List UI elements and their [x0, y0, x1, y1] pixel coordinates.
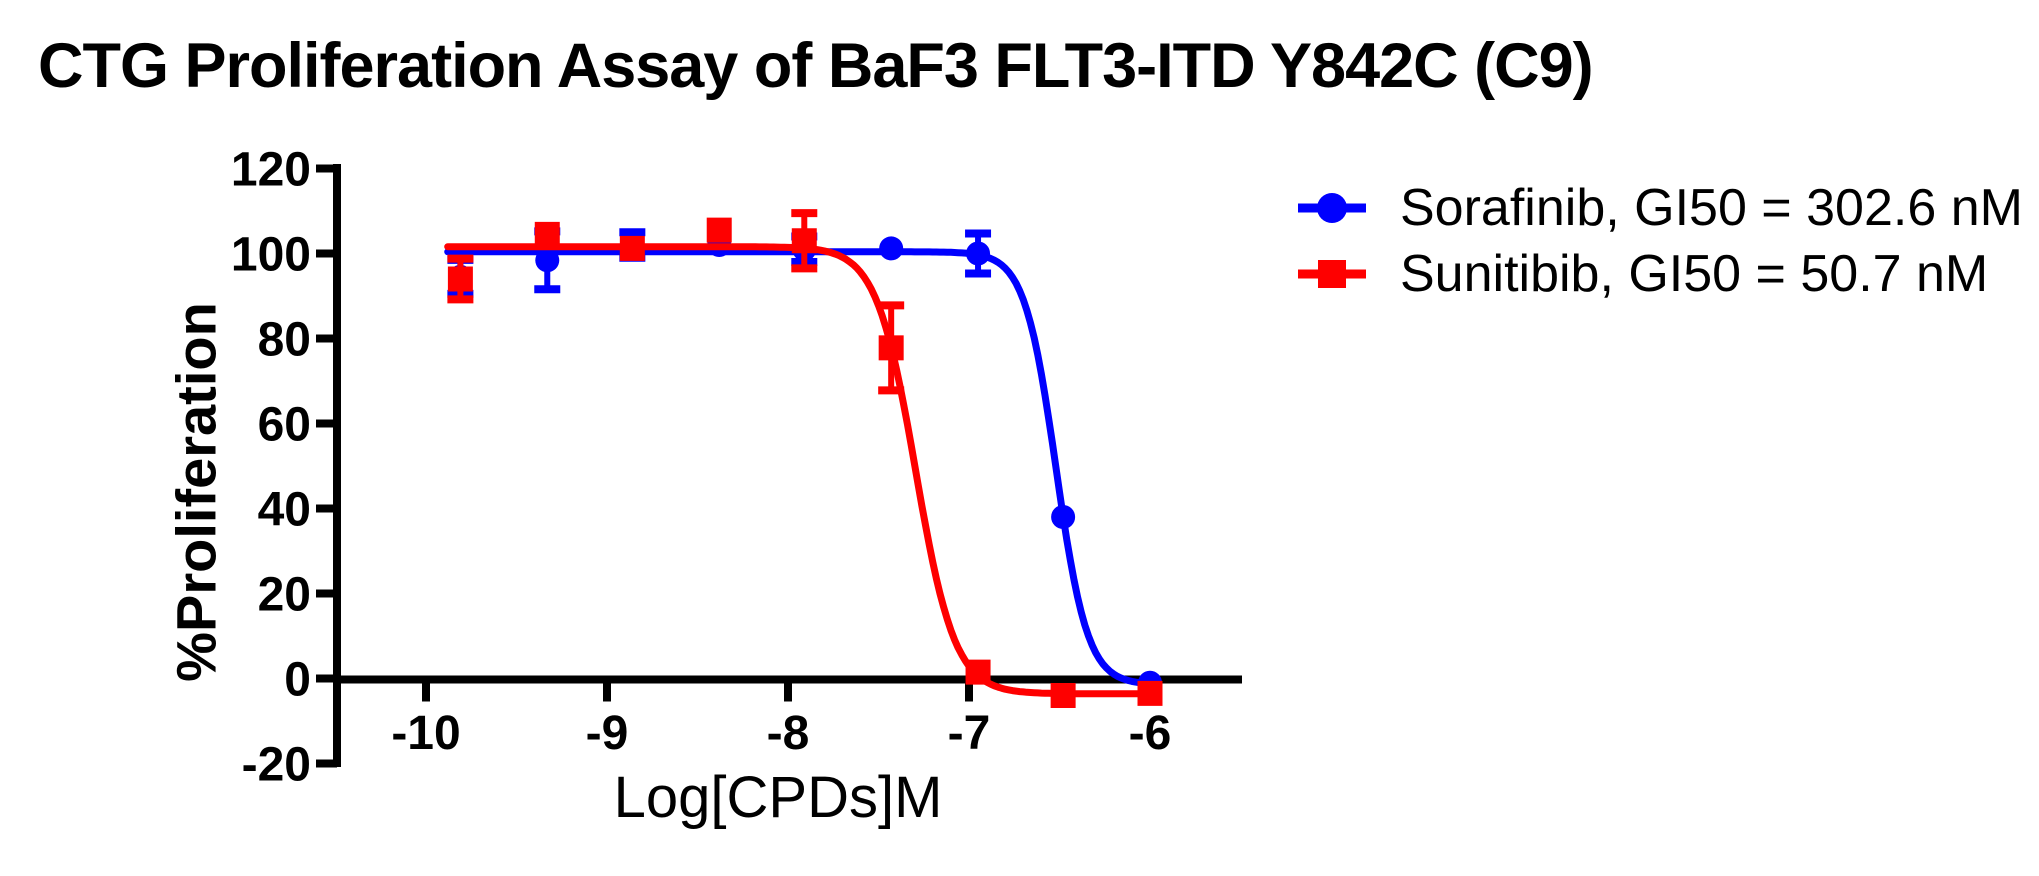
x-axis-title: Log[CPDs]M: [613, 765, 943, 830]
sunitibib-line-square-icon: [1298, 260, 1366, 288]
sorafinib-line-circle-icon: [1298, 193, 1366, 223]
sunitibib-data-point: [619, 235, 645, 261]
y-tick-label-80: 80: [258, 314, 311, 367]
y-tick-label--20: -20: [242, 739, 311, 792]
sunitibib-data-point: [791, 228, 817, 254]
x-tick-label--9: -9: [586, 707, 629, 760]
sorafinib-data-point: [1051, 505, 1076, 529]
x-tick-label--7: -7: [948, 707, 991, 760]
sunitibib-data-point: [1137, 680, 1163, 706]
y-tick-label-100: 100: [231, 229, 311, 282]
y-tick-label-20: 20: [258, 569, 311, 622]
legend-label-sorafinib: Sorafinib, GI50 = 302.6 nM: [1400, 179, 2023, 237]
legend-item-sorafinib: Sorafinib, GI50 = 302.6 nM: [1296, 178, 2023, 238]
sorafinib-data-point: [879, 236, 904, 261]
chart-title: CTG Proliferation Assay of BaF3 FLT3-ITD…: [38, 31, 1594, 101]
y-tick-label-120: 120: [231, 144, 311, 197]
y-axis-title: %Proliferation: [164, 302, 228, 682]
sunitibib-data-point: [1050, 683, 1076, 708]
sorafinib-data-point: [966, 241, 991, 266]
sunitibib-data-point: [965, 659, 991, 685]
x-tick-label--8: -8: [767, 707, 810, 760]
sunitibib-data-point: [706, 217, 732, 243]
legend: Sorafinib, GI50 = 302.6 nM Sunitibib, GI…: [1296, 178, 2023, 304]
sunitibib-fit-curve: [444, 243, 1154, 698]
y-tick-label-60: 60: [258, 399, 311, 452]
y-tick-label-40: 40: [258, 484, 311, 537]
sunitibib-data-point: [447, 266, 473, 292]
sunitibib-data-point: [878, 335, 904, 361]
x-tick-label--10: -10: [391, 707, 460, 760]
legend-item-sunitibib: Sunitibib, GI50 = 50.7 nM: [1296, 244, 2023, 304]
legend-label-sunitibib: Sunitibib, GI50 = 50.7 nM: [1400, 245, 1989, 303]
x-tick-label--6: -6: [1129, 707, 1172, 760]
sunitibib-data-point: [534, 221, 560, 247]
y-tick-label-0: 0: [284, 654, 311, 707]
sorafinib-data-point: [535, 248, 560, 273]
sorafinib-fit-curve: [444, 248, 1154, 688]
